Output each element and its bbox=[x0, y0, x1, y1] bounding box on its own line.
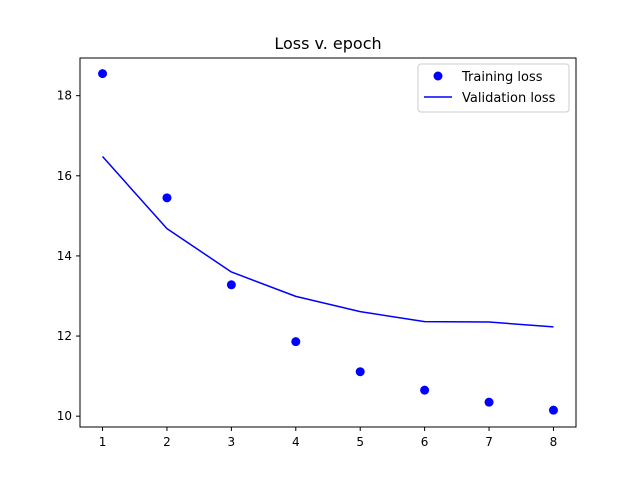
legend-label-training: Training loss bbox=[461, 70, 543, 85]
y-tick-label: 16 bbox=[57, 169, 72, 183]
x-tick-label: 4 bbox=[292, 435, 300, 449]
training-loss-point bbox=[162, 193, 172, 203]
training-loss-point bbox=[291, 337, 301, 347]
legend-label-validation: Validation loss bbox=[462, 91, 556, 106]
legend-marker-training bbox=[433, 71, 443, 81]
training-loss-point bbox=[98, 69, 108, 79]
y-tick-label: 18 bbox=[57, 89, 72, 103]
legend-box bbox=[417, 63, 570, 113]
y-tick-label: 10 bbox=[57, 409, 72, 423]
validation-loss-line bbox=[101, 156, 554, 328]
series-layer bbox=[98, 69, 558, 415]
y-tick-label: 14 bbox=[57, 249, 72, 263]
x-tick-label: 1 bbox=[99, 435, 107, 449]
training-loss-point bbox=[355, 367, 365, 377]
x-tick-label: 5 bbox=[356, 435, 364, 449]
x-tick-label: 8 bbox=[550, 435, 558, 449]
x-axis: 1 2 3 4 5 6 7 8 bbox=[99, 427, 558, 449]
training-loss-point bbox=[420, 385, 430, 395]
y-axis: 10 12 14 16 18 bbox=[57, 89, 80, 423]
x-tick-label: 3 bbox=[228, 435, 236, 449]
x-tick-label: 6 bbox=[421, 435, 429, 449]
training-loss-point bbox=[226, 280, 236, 290]
y-tick-label: 12 bbox=[57, 329, 72, 343]
training-loss-point bbox=[548, 405, 558, 415]
x-tick-label: 2 bbox=[163, 435, 171, 449]
axes-frame bbox=[79, 57, 577, 428]
training-loss-point bbox=[484, 397, 494, 407]
legend: Training loss Validation loss bbox=[417, 63, 570, 113]
chart-title: Loss v. epoch bbox=[274, 34, 381, 53]
x-tick-label: 7 bbox=[485, 435, 493, 449]
